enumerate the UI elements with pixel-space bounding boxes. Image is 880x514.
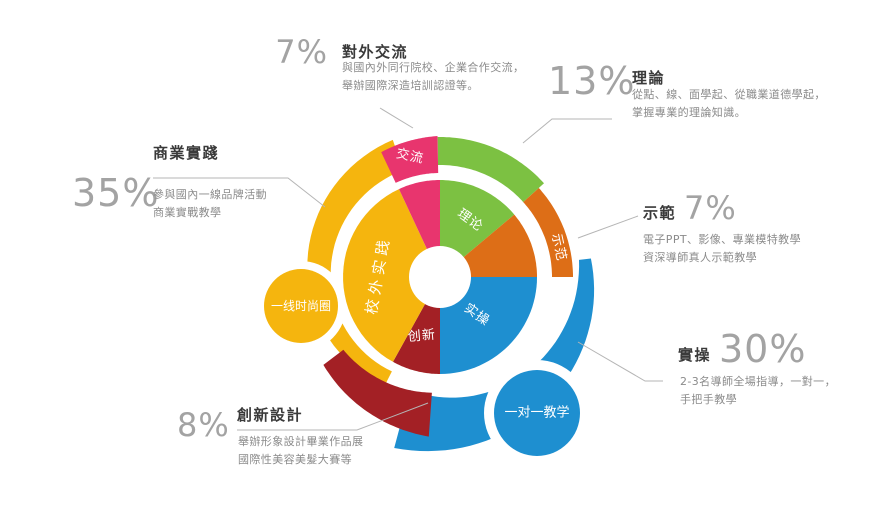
callout-line-shicao xyxy=(577,341,663,382)
satellite-circle-0 xyxy=(264,269,338,343)
callout-line-lilun xyxy=(522,118,612,144)
desc-line: 從點、線、面學起、從職業道德學起， xyxy=(632,88,826,101)
slice-label-shifan: 示范 xyxy=(548,232,568,263)
slice-label-jiaoliu: 交流 xyxy=(395,145,426,166)
callout-line-chuangxin xyxy=(237,402,429,431)
callout-line-jiaoliu xyxy=(379,107,414,129)
satellite-label-1: 一对一教学 xyxy=(504,405,569,421)
desc-line: 電子PPT、影像、專業模特教學 xyxy=(643,233,801,246)
title-xiaowai: 商業實踐 xyxy=(153,144,220,162)
donut-hole xyxy=(409,246,471,308)
percent-chuangxin: 8% xyxy=(177,406,230,444)
slice-label-chuangxin: 创新 xyxy=(407,327,436,345)
callout-line-shifan xyxy=(577,215,639,239)
desc-line: 手把手教學 xyxy=(680,393,737,406)
percent-lilun: 13% xyxy=(548,59,636,103)
title-shifan: 示範 xyxy=(643,204,677,222)
outer-arc-shifan xyxy=(523,188,573,277)
pie-slice-shicao xyxy=(440,277,537,374)
percent-shicao: 30% xyxy=(719,327,807,371)
desc-line: 掌握專業的理論知識。 xyxy=(632,106,746,119)
outer-arc-lilun xyxy=(437,137,544,203)
pie-slice-xiaowai xyxy=(343,189,440,362)
desc-line: 與國內外同行院校、企業合作交流， xyxy=(342,61,525,74)
desc-line: 商業實戰教學 xyxy=(153,206,222,219)
desc-xiaowai: 參與國內一線品牌活動 商業實戰教學 xyxy=(153,186,267,222)
title-shicao: 實操 xyxy=(678,346,712,364)
title-lilun: 理論 xyxy=(632,69,666,87)
desc-line: 舉辦國際深造培訓認證等。 xyxy=(342,79,479,92)
title-chuangxin: 創新設計 xyxy=(237,406,304,424)
desc-line: 舉辦形象設計畢業作品展 xyxy=(238,435,364,448)
desc-chuangxin: 舉辦形象設計畢業作品展 國際性美容美髮大賽等 xyxy=(238,433,363,469)
callout-line-xiaowai xyxy=(153,177,326,208)
title-duiwaijiaoliu: 對外交流 xyxy=(342,43,409,61)
desc-duiwaijiaoliu: 與國內外同行院校、企業合作交流， 舉辦國際深造培訓認證等。 xyxy=(342,59,524,95)
satellite-circle-1 xyxy=(494,370,580,456)
percent-xiaowai: 35% xyxy=(72,171,160,215)
desc-shicao: 2-3名導師全場指導，一對一， 手把手教學 xyxy=(680,373,836,409)
desc-line: 資深導師真人示範教學 xyxy=(643,251,757,264)
percent-duiwaijiaoliu: 7% xyxy=(275,33,328,71)
desc-lilun: 從點、線、面學起、從職業道德學起， 掌握專業的理論知識。 xyxy=(632,86,826,122)
outer-arc-jiaoliu xyxy=(381,136,439,183)
satellite-label-0: 一线时尚圈 xyxy=(271,299,331,313)
outer-arc-chuangxin xyxy=(323,349,432,437)
desc-line: 2-3名導師全場指導，一對一， xyxy=(680,375,836,388)
desc-line: 國際性美容美髮大賽等 xyxy=(238,453,352,466)
percent-shifan: 7% xyxy=(684,189,737,227)
desc-line: 參與國內一線品牌活動 xyxy=(153,188,267,201)
desc-shifan: 電子PPT、影像、專業模特教學 資深導師真人示範教學 xyxy=(643,231,801,267)
